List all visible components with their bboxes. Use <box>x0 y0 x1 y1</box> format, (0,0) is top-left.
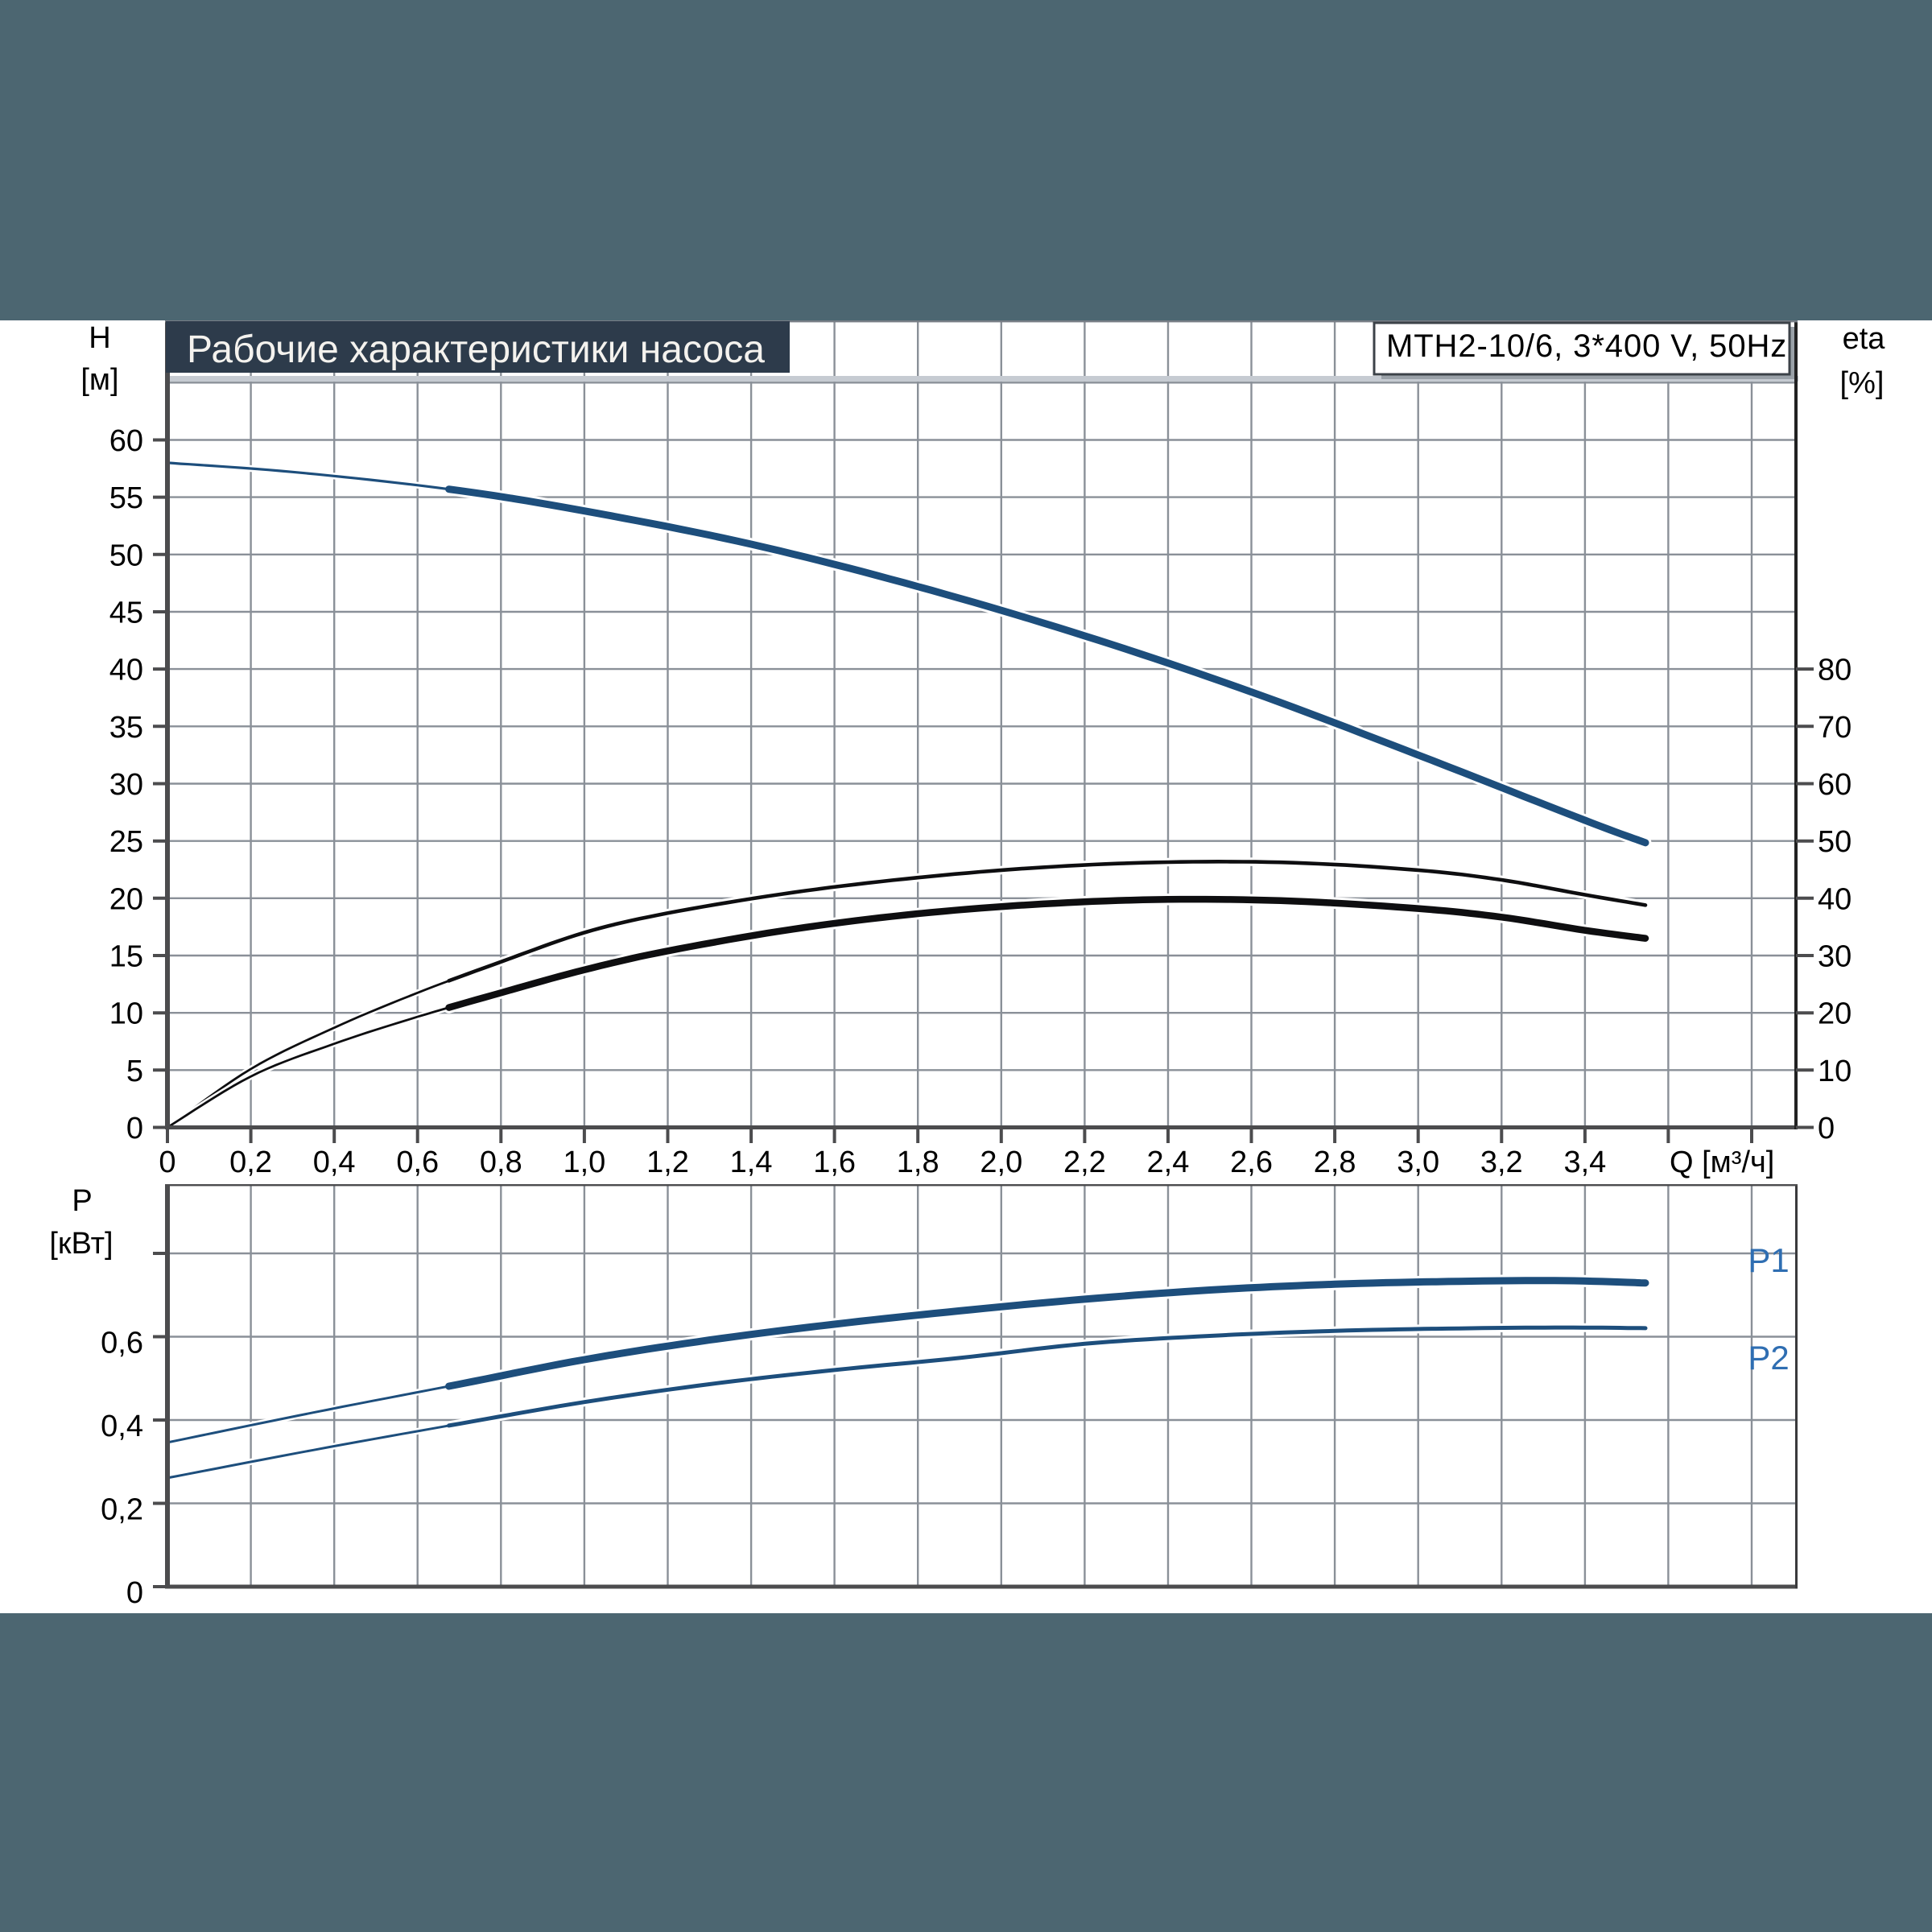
svg-text:eta: eta <box>1843 322 1886 356</box>
svg-text:20: 20 <box>109 882 143 916</box>
svg-text:0,2: 0,2 <box>229 1146 272 1179</box>
svg-text:0,4: 0,4 <box>101 1410 143 1443</box>
svg-text:[м]: [м] <box>80 363 118 397</box>
svg-text:1,4: 1,4 <box>730 1146 773 1179</box>
svg-text:20: 20 <box>1818 997 1852 1031</box>
svg-text:45: 45 <box>109 596 143 630</box>
svg-text:3,4: 3,4 <box>1563 1146 1606 1179</box>
svg-text:0: 0 <box>126 1576 143 1610</box>
svg-text:35: 35 <box>109 711 143 745</box>
svg-text:P1: P1 <box>1748 1241 1789 1279</box>
svg-text:30: 30 <box>109 768 143 802</box>
svg-text:2,6: 2,6 <box>1230 1146 1273 1179</box>
svg-text:Рабочие характеристики насоса: Рабочие характеристики насоса <box>187 328 765 371</box>
svg-text:0,8: 0,8 <box>480 1146 522 1179</box>
svg-text:15: 15 <box>109 939 143 973</box>
svg-text:1,6: 1,6 <box>813 1146 856 1179</box>
svg-text:5: 5 <box>126 1055 143 1088</box>
svg-text:3,2: 3,2 <box>1480 1146 1523 1179</box>
svg-text:25: 25 <box>109 825 143 859</box>
svg-text:55: 55 <box>109 481 143 515</box>
svg-text:0,4: 0,4 <box>313 1146 356 1179</box>
svg-text:60: 60 <box>109 424 143 458</box>
svg-text:70: 70 <box>1818 711 1852 745</box>
svg-text:1,0: 1,0 <box>563 1146 605 1179</box>
svg-text:3,0: 3,0 <box>1397 1146 1439 1179</box>
svg-text:1,2: 1,2 <box>646 1146 689 1179</box>
svg-text:10: 10 <box>1818 1055 1852 1088</box>
svg-text:2,2: 2,2 <box>1063 1146 1106 1179</box>
svg-text:2,0: 2,0 <box>980 1146 1022 1179</box>
svg-text:40: 40 <box>1818 882 1852 916</box>
svg-text:50: 50 <box>109 539 143 572</box>
svg-text:1,8: 1,8 <box>897 1146 939 1179</box>
svg-text:2,8: 2,8 <box>1314 1146 1356 1179</box>
svg-text:0,6: 0,6 <box>396 1146 439 1179</box>
svg-text:60: 60 <box>1818 768 1852 802</box>
svg-text:0: 0 <box>126 1112 143 1146</box>
svg-text:40: 40 <box>109 654 143 687</box>
svg-text:2,4: 2,4 <box>1147 1146 1190 1179</box>
svg-text:10: 10 <box>109 997 143 1031</box>
svg-text:30: 30 <box>1818 939 1852 973</box>
svg-text:[кВт]: [кВт] <box>49 1227 113 1261</box>
svg-text:80: 80 <box>1818 654 1852 687</box>
svg-text:0,6: 0,6 <box>101 1327 143 1360</box>
svg-text:0,2: 0,2 <box>101 1493 143 1527</box>
svg-text:P: P <box>72 1184 92 1218</box>
svg-text:P2: P2 <box>1748 1339 1789 1377</box>
svg-text:50: 50 <box>1818 825 1852 859</box>
svg-text:0: 0 <box>1818 1112 1835 1146</box>
svg-text:[%]: [%] <box>1840 366 1885 400</box>
svg-text:0: 0 <box>159 1146 175 1179</box>
svg-text:Q [м³/ч]: Q [м³/ч] <box>1670 1146 1774 1179</box>
svg-text:H: H <box>89 321 110 355</box>
svg-text:MTH2-10/6, 3*400 V, 50Hz: MTH2-10/6, 3*400 V, 50Hz <box>1386 328 1787 364</box>
